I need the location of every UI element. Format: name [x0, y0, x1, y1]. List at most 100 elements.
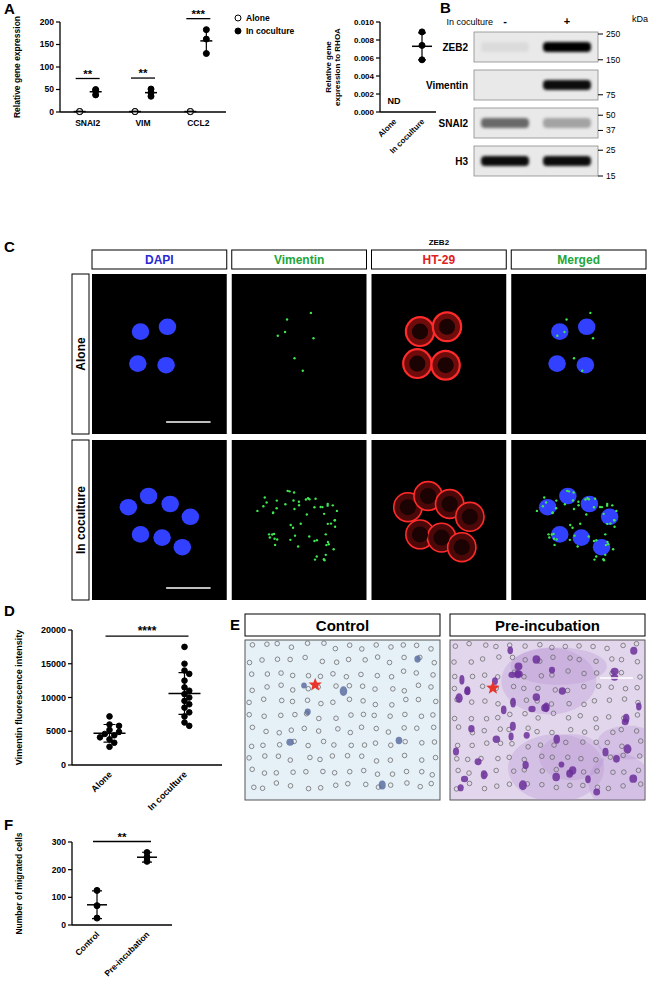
pore [596, 684, 601, 689]
pore [510, 655, 515, 660]
vimentin-dot [613, 519, 615, 521]
figure: A050100150200Relative gene expressionSNA… [0, 0, 654, 999]
vimentin-dot [588, 498, 590, 500]
error-bar [418, 33, 426, 60]
pore [594, 725, 599, 730]
vimentin-dot [545, 501, 547, 503]
nucleus [539, 499, 557, 516]
migrated-cell [507, 646, 513, 654]
band [481, 80, 529, 90]
pore [247, 756, 252, 761]
pore [347, 697, 352, 702]
cell-nucleus [412, 526, 428, 542]
pore [494, 768, 499, 773]
pore [261, 743, 266, 748]
vimentin-dot [602, 513, 604, 515]
pore [308, 755, 313, 760]
cell-body [456, 502, 484, 531]
cell-nucleus [400, 499, 416, 515]
error-bar [148, 89, 154, 96]
y-tick [56, 89, 60, 90]
error-bar [132, 111, 138, 112]
pore [566, 716, 571, 721]
vimentin-dot [312, 337, 314, 339]
vimentin-dot [268, 533, 270, 535]
pore [496, 702, 501, 707]
pore [550, 755, 555, 760]
pore [581, 740, 586, 745]
blot-strip [474, 32, 598, 62]
migrated-cell [622, 719, 629, 725]
x-tick-label: Pre-incubation [102, 929, 151, 978]
pore [319, 701, 324, 706]
pore [522, 686, 527, 691]
error-bar [104, 725, 116, 743]
pore [317, 716, 322, 721]
pore [482, 786, 487, 791]
y-tick [68, 764, 72, 765]
cell-nucleus [409, 356, 425, 372]
cell-nucleus [412, 324, 428, 340]
y-tick-label: 0.004 [354, 72, 375, 81]
significance: ** [118, 831, 127, 843]
vimentin-dot [588, 535, 590, 537]
pore [622, 697, 627, 702]
blot-header: In coculture [446, 17, 493, 27]
pore [361, 699, 366, 704]
column-header: Vimentin [274, 253, 324, 267]
significance: ** [83, 68, 92, 80]
lane-label: - [503, 15, 507, 27]
vimentin-dot [330, 522, 332, 524]
vimentin-dot [321, 506, 323, 508]
pore [536, 716, 541, 721]
pore [345, 781, 350, 786]
y-axis-title: Vimentin fluorescence intensity [14, 630, 24, 765]
immunofluorescence: CZEB2DAPIVimentinHT-29MergedAloneIn cocu… [4, 238, 646, 600]
pore [318, 757, 323, 762]
pore [360, 684, 365, 689]
pore [278, 713, 283, 718]
blot-strip [474, 70, 598, 100]
vimentin-dot [609, 522, 611, 524]
pore [610, 657, 615, 662]
condition-header: Control [316, 617, 369, 634]
pore [594, 740, 599, 745]
migrated-cell [510, 698, 515, 708]
marker-tick [598, 176, 603, 177]
band [543, 118, 591, 128]
vimentin-dot [256, 510, 258, 512]
marker-label: 250 [606, 29, 620, 39]
vimentin-dot [593, 540, 595, 542]
pore [247, 712, 252, 717]
pore [274, 771, 279, 776]
pore [591, 644, 596, 649]
vimentin-dot [595, 539, 597, 541]
pore [523, 711, 528, 716]
legend-marker [235, 15, 241, 21]
pore [374, 643, 379, 648]
migrated-cell [340, 686, 348, 696]
pore [402, 726, 407, 731]
y-tick [56, 21, 60, 22]
pore [611, 730, 616, 735]
nucleus [182, 508, 200, 525]
pore [429, 685, 434, 690]
y-tick-label: 200 [40, 17, 54, 27]
migrated-cell [475, 758, 482, 765]
pore [594, 757, 599, 762]
y-tick-label: 50 [45, 84, 55, 94]
y-tick-label: 100 [52, 892, 66, 902]
vimentin-dot [314, 498, 316, 500]
pore [433, 755, 438, 760]
replicate-point [132, 109, 138, 115]
condition-header-box [450, 614, 645, 636]
mean-line [74, 111, 86, 113]
pore [554, 767, 559, 772]
y-tick-label: 0.010 [354, 18, 375, 27]
pore [264, 729, 269, 734]
pore [404, 769, 409, 774]
pore [635, 659, 640, 664]
pore [402, 688, 407, 693]
pore [403, 712, 408, 717]
y-axis-title: Number of migrated cells [14, 832, 24, 934]
